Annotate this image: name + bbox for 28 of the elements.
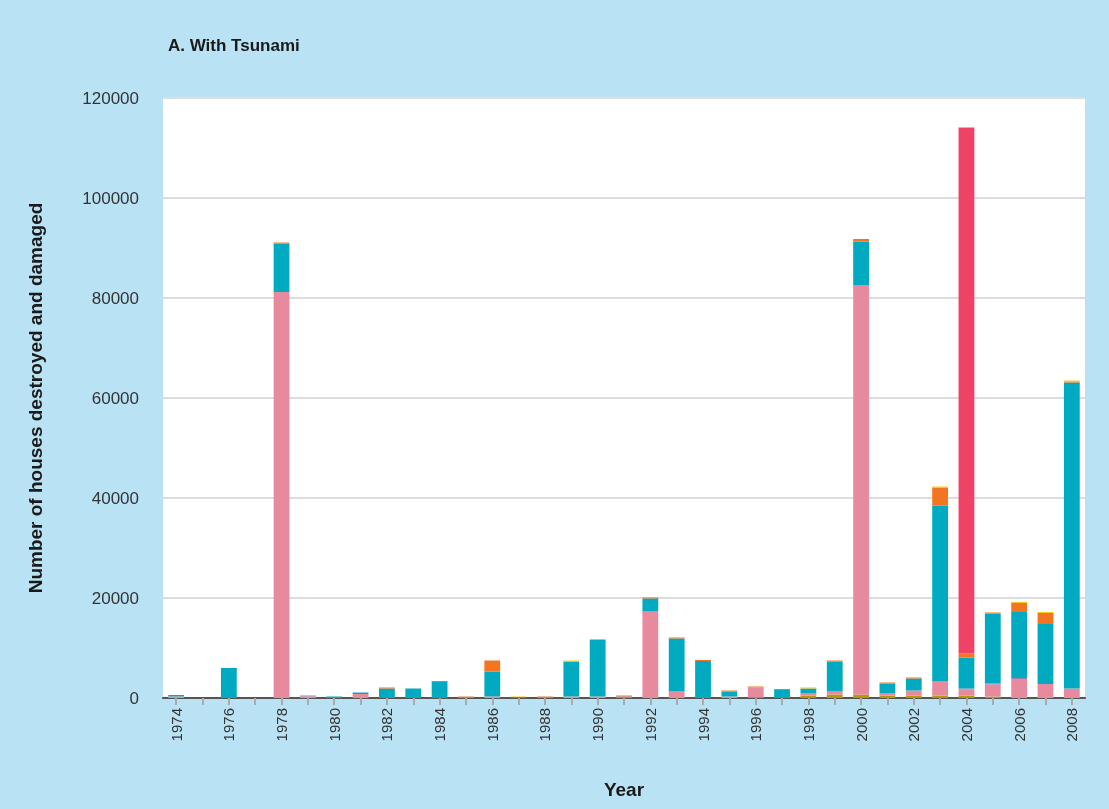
x-axis-title: Year	[603, 779, 645, 800]
x-tick-label: 1988	[536, 708, 554, 742]
y-tick-label: 80000	[91, 288, 139, 308]
y-tick-label: 20000	[91, 588, 139, 608]
x-tick-label: 1990	[589, 708, 607, 742]
x-tick-label: 1978	[273, 708, 291, 742]
x-tick-label: 1996	[747, 708, 765, 742]
x-tick-label: 1998	[799, 708, 817, 742]
x-tick-label: 1994	[694, 708, 712, 742]
y-tick-label: 0	[129, 688, 139, 708]
x-tick-label: 1984	[431, 708, 449, 742]
x-tick-label: 2004	[957, 708, 975, 742]
y-tick-label: 100000	[82, 188, 139, 208]
x-tick-label: 2006	[1010, 708, 1028, 742]
y-axis-title: Number of houses destroyed and damaged	[25, 202, 46, 594]
x-tick-label: 1982	[378, 708, 396, 742]
x-tick-label: 2000	[852, 708, 870, 742]
x-tick-label: 1974	[167, 708, 185, 742]
x-tick-label: 1980	[325, 708, 343, 742]
y-tick-label: 60000	[91, 388, 139, 408]
x-tick-label: 1976	[220, 708, 238, 742]
chart-title: A. With Tsunami	[168, 36, 300, 55]
x-tick-label: 2008	[1063, 708, 1081, 742]
y-tick-label: 120000	[82, 88, 139, 108]
x-tick-label: 1986	[483, 708, 501, 742]
y-tick-label: 40000	[91, 488, 139, 508]
x-tick-label: 1992	[641, 708, 659, 742]
x-tick-label: 2002	[905, 708, 923, 742]
